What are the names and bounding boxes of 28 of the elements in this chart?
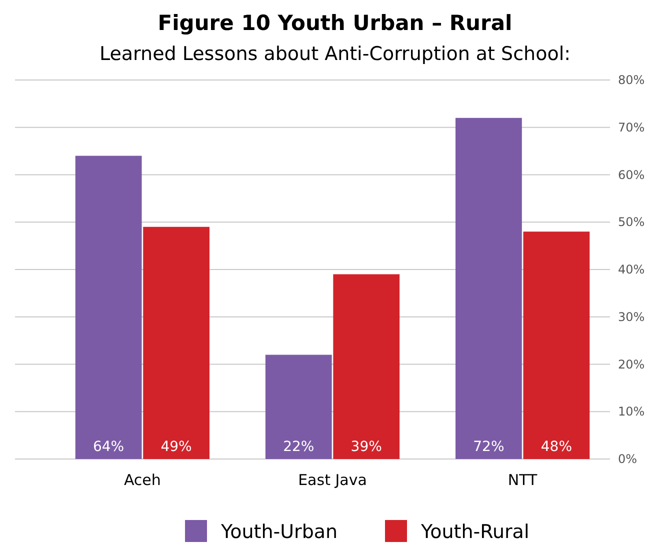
y-tick-label: 10% [618,404,645,419]
data-label: 49% [160,439,192,455]
bar [523,232,590,459]
data-label: 39% [350,439,382,455]
legend-label: Youth-Urban [220,521,338,543]
data-label: 72% [473,439,504,455]
y-tick-label: 40% [618,262,645,276]
x-tick-label: NTT [508,471,538,489]
bar [265,354,332,459]
bar [333,274,400,459]
y-tick-label: 30% [618,310,645,324]
y-tick-label: 60% [618,168,645,182]
legend-label: Youth-Rural [420,521,530,543]
data-label: 64% [92,439,124,455]
y-tick-label: 20% [618,357,645,372]
y-tick-label: 0% [618,452,638,466]
chart-subtitle: Learned Lessons about Anti-Corruption at School: [99,43,571,65]
x-tick-label: Aceh [124,471,161,489]
x-tick-label: East Java [298,471,367,489]
bar [456,118,522,459]
data-label: 22% [283,439,314,455]
y-tick-label: 50% [618,215,645,230]
bar [75,156,142,459]
y-tick-label: 70% [618,120,645,134]
data-label: 48% [540,439,572,455]
y-tick-label: 80% [618,73,645,87]
bar [143,226,210,459]
chart-title: Figure 10 Youth Urban – Rural [158,11,512,35]
